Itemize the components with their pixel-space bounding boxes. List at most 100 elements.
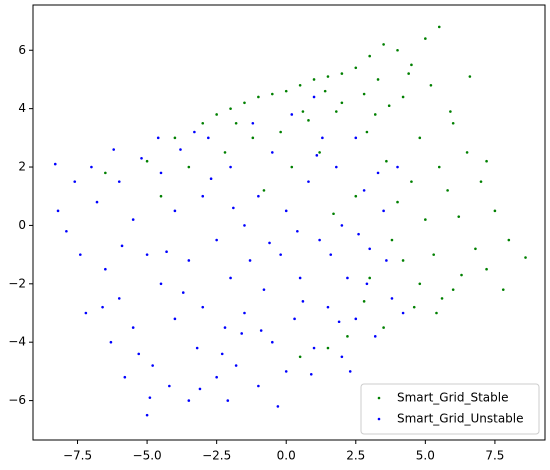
- point: [332, 212, 335, 216]
- x-tick-label: 0.0: [277, 449, 296, 463]
- point: [220, 352, 224, 356]
- point: [365, 282, 369, 286]
- point: [240, 332, 243, 335]
- point: [326, 305, 330, 309]
- point: [148, 396, 152, 399]
- point: [309, 373, 313, 376]
- point: [215, 113, 218, 116]
- point: [465, 151, 469, 154]
- point: [117, 180, 121, 183]
- point: [159, 194, 163, 198]
- point: [234, 121, 238, 125]
- point: [293, 317, 296, 321]
- point: [412, 305, 416, 309]
- point: [271, 151, 274, 154]
- point: [323, 89, 327, 93]
- y-tick-label: 0: [18, 218, 26, 232]
- point: [318, 238, 321, 242]
- point: [354, 194, 358, 198]
- point: [207, 136, 210, 140]
- point: [298, 355, 302, 359]
- point: [446, 189, 449, 192]
- point: [248, 259, 252, 262]
- point: [173, 209, 177, 213]
- point: [168, 384, 171, 388]
- point: [262, 189, 266, 192]
- point: [259, 329, 263, 332]
- point: [382, 43, 385, 46]
- point: [290, 113, 294, 116]
- point: [432, 253, 435, 256]
- point: [73, 180, 77, 183]
- point: [396, 200, 399, 204]
- point: [145, 413, 149, 417]
- point: [501, 288, 505, 291]
- point: [181, 291, 185, 294]
- point: [468, 75, 472, 78]
- point: [424, 218, 427, 221]
- point: [229, 276, 232, 280]
- point: [179, 148, 182, 151]
- point: [376, 78, 380, 81]
- point: [410, 63, 413, 67]
- point: [201, 305, 205, 309]
- point: [340, 72, 344, 75]
- point: [418, 136, 422, 140]
- point: [257, 384, 260, 388]
- point: [215, 238, 218, 242]
- point: [187, 399, 191, 402]
- point: [251, 136, 255, 140]
- point: [429, 83, 433, 87]
- legend-label: Smart_Grid_Unstable: [397, 412, 524, 426]
- point: [368, 247, 371, 251]
- point: [387, 104, 391, 108]
- point: [524, 256, 527, 259]
- point: [362, 300, 366, 303]
- point: [401, 95, 405, 99]
- point: [257, 95, 260, 99]
- point: [109, 340, 113, 344]
- point: [354, 66, 358, 70]
- point: [79, 253, 82, 256]
- point: [485, 267, 488, 271]
- point: [493, 209, 497, 213]
- point: [373, 335, 377, 338]
- point: [368, 54, 371, 58]
- point: [201, 121, 205, 125]
- point: [243, 101, 246, 105]
- point: [424, 37, 427, 40]
- point: [312, 78, 316, 81]
- point: [401, 311, 405, 315]
- point: [284, 370, 288, 373]
- point: [173, 317, 177, 321]
- point: [159, 282, 163, 286]
- x-tick-label: 7.5: [485, 449, 504, 463]
- point: [187, 259, 191, 262]
- point: [346, 276, 349, 280]
- plot-frame: [32, 4, 546, 441]
- point: [145, 253, 149, 256]
- point: [382, 326, 385, 329]
- point: [385, 259, 388, 262]
- point: [318, 151, 321, 154]
- point: [104, 267, 107, 271]
- point: [460, 273, 463, 277]
- point: [337, 320, 341, 324]
- point: [290, 165, 294, 169]
- point: [298, 276, 302, 280]
- point: [90, 165, 93, 169]
- point: [226, 399, 230, 402]
- point: [120, 244, 124, 248]
- point: [298, 83, 302, 87]
- point: [440, 297, 444, 300]
- point: [396, 48, 399, 52]
- point: [193, 130, 196, 134]
- point: [243, 311, 246, 315]
- point: [373, 113, 377, 116]
- point: [140, 156, 143, 160]
- x-tick-label: 2.5: [346, 449, 365, 463]
- legend-box: [360, 383, 540, 435]
- y-tick-label: −6: [8, 393, 26, 407]
- point: [390, 238, 394, 242]
